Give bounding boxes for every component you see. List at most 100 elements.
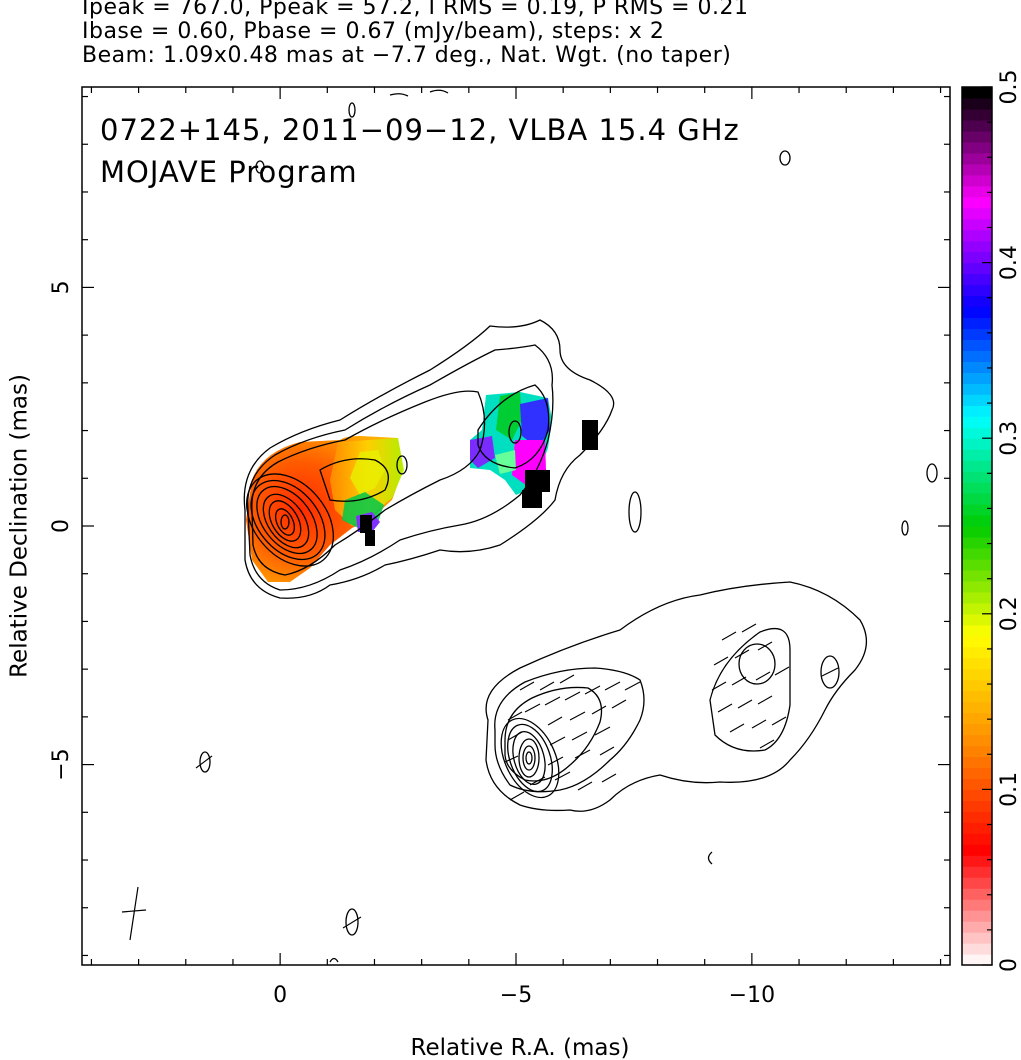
colorbar-step [962,97,992,110]
colorbar-step [962,493,992,505]
noise-contour [952,545,962,565]
colorbar [962,87,992,966]
colorbar-step [962,108,992,121]
colorbar-step [962,427,992,439]
noise-contour [779,150,791,166]
lower-contours [199,581,867,963]
lower-contour-9 [525,751,533,765]
lower-contour-5 [507,723,553,793]
colorbar-step [962,350,992,362]
colorbar-step [962,932,992,944]
colorbar-step [962,602,992,615]
colorbar-step [962,569,992,582]
colorbar-tick-label: 0.5 [997,70,1021,105]
colorbar-step [962,141,992,154]
lower-contour-knot [709,627,791,752]
saturated-pixel [365,530,375,546]
colorbar-step [962,273,992,286]
header-line-3: Beam: 1.09x0.48 mas at −7.7 deg., Nat. W… [82,43,732,68]
y-tick-label: 5 [49,280,74,294]
colorbar-step [962,482,992,494]
colorbar-step [962,460,992,472]
colorbar-step [962,306,992,319]
colorbar-step [962,877,992,889]
colorbar-step [962,613,992,626]
contour-level-1 [243,319,615,599]
lower-contour-3 [504,686,603,782]
lower-contour-knot-inner [738,643,776,685]
x-tick-label: −5 [500,983,532,1008]
colorbar-step [962,657,992,670]
colorbar-step [962,174,992,187]
noise-contour [199,751,211,773]
colorbar-step [962,196,992,209]
colorbar-step [962,558,992,571]
noise-contour [345,908,359,936]
contour-jet [319,458,389,502]
colorbar-step [962,624,992,637]
colorbar-step [962,449,992,461]
colorbar-tick-label: 0 [997,958,1021,972]
colorbar-step [962,372,992,384]
plot-frame [81,86,951,966]
noise-contour [348,102,356,118]
contour-level-6 [256,485,318,555]
lower-contour-6 [512,730,546,786]
contour-level-7 [262,493,310,549]
contour-level-4 [246,473,334,567]
noise-contour [707,851,713,865]
colorbar-step [962,394,992,406]
colorbar-step [962,712,992,725]
x-tick-label: −10 [729,983,775,1008]
lower-contour-2 [494,667,645,793]
colorbar-step [962,328,992,341]
noise-contour [926,463,938,483]
contour-level-8 [268,500,302,542]
colorbar-tick-label: 0.4 [997,245,1021,280]
noise-contour [329,957,339,963]
colorbar-tick-label: 0.3 [997,421,1021,456]
colorbar-step [962,526,992,538]
colorbar-step [962,855,992,867]
axis-ticks [82,87,950,965]
colorbar-step [962,240,992,253]
plot-title: 0722+145, 2011−09−12, VLBA 15.4 GHz [100,113,740,147]
lower-contour-1 [485,581,867,812]
colorbar-step [962,734,992,747]
knot-blue-patch [520,398,550,448]
colorbar-step [962,119,992,132]
noise-contour [429,89,449,94]
colorbar-frame [961,86,993,966]
colorbar-step [962,635,992,648]
colorbar-step [962,130,992,143]
colorbar-step [962,284,992,297]
colorbar-step [962,504,992,516]
colorbar-step [962,580,992,593]
contour-knot [477,384,550,469]
lower-contour-7 [518,738,540,778]
noise-contour [820,655,840,689]
contour-level-5 [250,479,326,561]
colorbar-step [962,646,992,659]
colorbar-step [962,800,992,812]
saturated-pixel [522,490,542,508]
colorbar-step [962,921,992,933]
colorbar-step [962,229,992,242]
plot-subtitle: MOJAVE Program [100,155,358,189]
colorbar-step [962,591,992,604]
colorbar-step [962,405,992,417]
saturated-pixel [582,420,598,450]
y-tick-label: −5 [49,748,74,780]
colorbar-step [962,943,992,955]
colorbar-step [962,547,992,560]
colorbar-step [962,701,992,714]
x-tick-label: 0 [273,983,287,1008]
noise-contour [628,491,642,533]
colorbar-ticks [982,86,992,966]
colorbar-step [962,262,992,275]
colorbar-step [962,251,992,264]
colorbar-step [962,866,992,878]
colorbar-step [962,767,992,780]
colorbar-step [962,723,992,736]
